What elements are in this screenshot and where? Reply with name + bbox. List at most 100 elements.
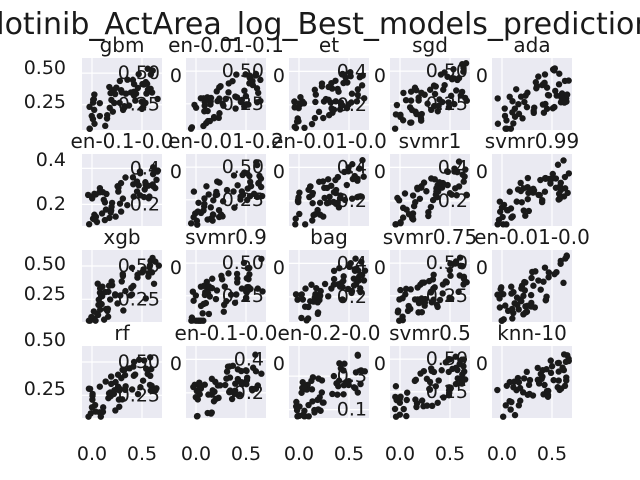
scatter-point: [200, 122, 207, 130]
y-tick-label: 0.25: [118, 94, 160, 116]
scatter-point: [293, 118, 301, 125]
scatter-point: [330, 106, 338, 113]
scatter-point: [392, 383, 400, 390]
scatter-point: [425, 208, 432, 216]
scatter-point: [220, 102, 227, 109]
y-tick-label: 0.50: [222, 60, 264, 82]
scatter-point: [90, 308, 98, 315]
scatter-point: [259, 288, 266, 295]
scatter-point: [134, 84, 142, 92]
scatter-point: [217, 82, 224, 90]
scatter-point: [420, 403, 427, 410]
scatter-point: [193, 387, 201, 395]
scatter-point: [204, 107, 211, 115]
subplot-title: et: [319, 33, 339, 57]
scatter-point: [317, 287, 324, 295]
y-tick-label: 0.2: [337, 286, 367, 308]
scatter-point: [144, 86, 152, 93]
scatter-point: [201, 381, 208, 388]
subplot-xgb: xgb 0.25 0.50: [82, 225, 163, 324]
scatter-point: [525, 381, 533, 389]
scatter-point: [194, 221, 201, 228]
scatter-point: [85, 221, 93, 228]
subplot-bag: bag 0.2 0.4 0: [273, 225, 369, 324]
scatter-point: [292, 291, 300, 298]
scatter-point: [292, 215, 299, 222]
scatter-point: [417, 370, 424, 377]
scatter-point: [434, 108, 441, 115]
scatter-point: [527, 291, 535, 299]
scatter-point: [122, 174, 129, 181]
scatter-point: [341, 360, 348, 367]
scatter-point: [308, 120, 316, 128]
scatter-point: [334, 85, 341, 93]
scatter-point: [154, 167, 162, 174]
scatter-point: [222, 95, 230, 103]
scatter-point: [213, 287, 221, 294]
scatter-point: [332, 98, 339, 105]
scatter-point: [446, 384, 453, 391]
scatter-point: [426, 86, 434, 93]
scatter-point: [458, 61, 466, 68]
scatter-point: [392, 111, 400, 118]
subplot-en-0.1-0.0: en-0.1-0.0 0.2 0.4: [70, 129, 174, 228]
scatter-point: [451, 260, 459, 267]
scatter-point: [416, 111, 423, 119]
subplot-gbm: gbm 0.25 0.50: [82, 33, 162, 132]
scatter-point: [357, 285, 364, 292]
scatter-point: [511, 411, 519, 419]
scatter-point: [212, 395, 220, 403]
scatter-point: [131, 371, 139, 378]
scatter-point: [223, 368, 231, 375]
y-tick-label: 0.4: [130, 157, 160, 179]
scatter-point: [392, 393, 399, 401]
scatter-point: [146, 354, 154, 361]
scatter-point: [563, 252, 570, 259]
scatter-point: [432, 191, 440, 198]
scatter-point: [187, 220, 195, 227]
scatter-point: [204, 117, 212, 125]
scatter-point: [444, 181, 451, 189]
scatter-point: [256, 172, 263, 180]
scatter-point: [305, 303, 312, 311]
scatter-point: [233, 291, 240, 298]
scatter-point: [460, 178, 467, 185]
scatter-point: [149, 182, 157, 190]
scatter-point: [190, 188, 198, 195]
scatter-point: [119, 195, 127, 202]
scatter-point: [349, 161, 356, 168]
y-tick-label: 0.50: [118, 62, 160, 84]
subplot-title: en-0.2-0.0: [277, 321, 380, 345]
y-tick-label: 0.50: [426, 252, 468, 274]
scatter-point: [130, 181, 137, 188]
scatter-point: [399, 117, 407, 124]
scatter-point: [116, 200, 124, 207]
scatter-point: [556, 70, 563, 77]
scatter-point: [253, 159, 260, 166]
scatter-point: [214, 178, 221, 185]
scatter-point: [539, 101, 547, 108]
scatter-point: [311, 86, 319, 94]
scatter-point: [439, 290, 446, 297]
scatter-point: [354, 352, 362, 359]
scatter-point: [340, 367, 347, 374]
scatter-point: [129, 76, 137, 84]
scatter-point: [442, 278, 449, 285]
scatter-point: [526, 376, 534, 384]
scatter-point: [397, 219, 404, 226]
scatter-point: [142, 365, 150, 372]
subplot-title: knn-10: [497, 321, 567, 345]
y-tick-label: 0.25: [426, 285, 468, 307]
x-tick-label: 0.5: [231, 443, 261, 465]
scatter-point: [494, 95, 501, 102]
scatter-point: [231, 204, 238, 211]
scatter-point: [528, 274, 535, 282]
scatter-point: [351, 172, 358, 180]
scatter-point: [249, 77, 256, 85]
scatter-point: [117, 292, 124, 299]
scatter-point: [330, 198, 337, 206]
scatter-point: [238, 381, 246, 388]
scatter-point: [258, 370, 265, 377]
subplot-svmr0.9: svmr0.9 0.25 0.50 0: [170, 225, 267, 324]
scatter-point: [456, 254, 464, 261]
